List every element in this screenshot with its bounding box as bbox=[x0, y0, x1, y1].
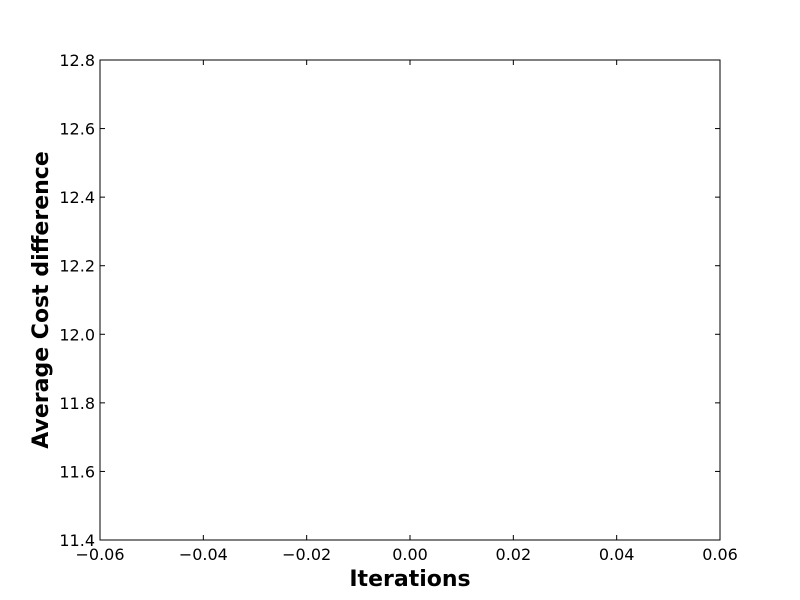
x-axis-ticks: −0.06 −0.04 −0.02 0.00 0.02 0.04 0.06 bbox=[75, 60, 738, 564]
x-tick-label: −0.02 bbox=[282, 545, 331, 564]
x-tick-label: 0.06 bbox=[702, 545, 738, 564]
y-tick-label: 12.4 bbox=[59, 188, 95, 207]
x-axis-label: Iterations bbox=[349, 567, 470, 592]
y-tick-label: 11.6 bbox=[59, 462, 95, 481]
x-tick-label: 0.02 bbox=[496, 545, 532, 564]
y-tick-label: 11.8 bbox=[59, 394, 95, 413]
y-axis-ticks: 11.4 11.6 11.8 12.0 12.2 12.4 12.6 12.8 bbox=[59, 51, 720, 550]
x-tick-label: 0.00 bbox=[392, 545, 428, 564]
x-tick-label: −0.06 bbox=[75, 545, 124, 564]
y-axis-label: Average Cost difference bbox=[29, 151, 54, 448]
y-tick-label: 12.2 bbox=[59, 257, 95, 276]
y-tick-label: 12.0 bbox=[59, 325, 95, 344]
y-tick-label: 11.4 bbox=[59, 531, 95, 550]
y-tick-label: 12.8 bbox=[59, 51, 95, 70]
y-tick-label: 12.6 bbox=[59, 120, 95, 139]
x-tick-label: 0.04 bbox=[599, 545, 635, 564]
x-tick-label: −0.04 bbox=[179, 545, 228, 564]
plot-area bbox=[99, 59, 721, 541]
